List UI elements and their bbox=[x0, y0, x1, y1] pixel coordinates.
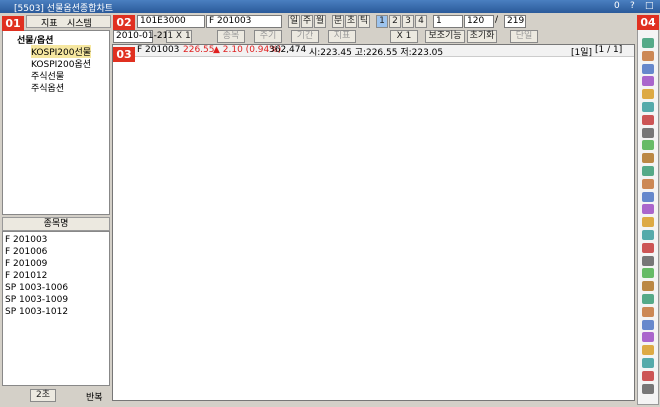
repeat-label: 반복 bbox=[86, 393, 103, 403]
tree: 선물/옵션 KOSPI200선물 KOSPI200옵션 주식선물 주식옵션 bbox=[2, 30, 110, 215]
toolbar-button[interactable]: 보조기능 bbox=[425, 30, 465, 43]
toolbar-button[interactable]: 4 bbox=[415, 15, 427, 28]
toolbar-input[interactable]: F 201003 bbox=[206, 15, 282, 28]
tool-icon[interactable] bbox=[642, 38, 654, 48]
header-text: ▲ 2.10 (0.94%) bbox=[213, 45, 282, 55]
toolbar-button[interactable]: X 1 bbox=[390, 30, 418, 43]
toolbar-button[interactable]: 일 bbox=[288, 15, 300, 28]
header-text: F 201003 bbox=[137, 45, 180, 55]
tool-icon[interactable] bbox=[642, 281, 654, 292]
toolbar-button[interactable]: 기간 bbox=[291, 30, 319, 43]
toolbar-button[interactable]: 주 bbox=[301, 15, 313, 28]
tool-icon[interactable] bbox=[642, 294, 654, 304]
tool-icon[interactable] bbox=[642, 370, 654, 381]
tree-item[interactable]: 주식선물 bbox=[31, 72, 65, 82]
interval-select[interactable]: 2초 bbox=[30, 389, 56, 402]
list-header: 종목명 bbox=[2, 217, 110, 231]
window-button[interactable]: 0 bbox=[614, 1, 620, 11]
tool-icon[interactable] bbox=[642, 89, 654, 100]
tool-icon[interactable] bbox=[642, 178, 654, 189]
window-button[interactable]: ? bbox=[630, 1, 635, 11]
tool-icon[interactable] bbox=[642, 306, 654, 317]
tool-icon[interactable] bbox=[642, 255, 654, 266]
header-text: 226.55 bbox=[183, 45, 215, 55]
list-item[interactable]: SP 1003-1012 bbox=[5, 307, 69, 317]
list-item[interactable]: SP 1003-1009 bbox=[5, 295, 69, 305]
tool-icon[interactable] bbox=[642, 76, 654, 87]
tree-item[interactable]: 주식옵션 bbox=[31, 84, 65, 94]
badge: 01 bbox=[2, 16, 24, 31]
symbol-list: F 201003 F 201006 F 201009 F 201012 SP 1003-… bbox=[2, 231, 110, 386]
toolbar-button[interactable]: 초 bbox=[345, 15, 357, 28]
tool-icon[interactable] bbox=[642, 332, 654, 343]
tool-icon[interactable] bbox=[642, 204, 654, 215]
header-text: [1 / 1] bbox=[595, 45, 623, 55]
tool-icon[interactable] bbox=[642, 268, 654, 279]
separator: / bbox=[495, 15, 499, 25]
toolbar-button[interactable]: 단일 bbox=[510, 30, 538, 43]
tab[interactable]: 지표 bbox=[41, 19, 58, 29]
badge: 04 bbox=[637, 15, 659, 30]
list-item[interactable]: F 201003 bbox=[5, 235, 48, 245]
toolbar-button[interactable]: 월 bbox=[314, 15, 326, 28]
toolbar-input[interactable]: 120 bbox=[464, 15, 494, 28]
tree-item[interactable]: KOSPI200옵션 bbox=[31, 60, 92, 70]
tool-icon[interactable] bbox=[642, 191, 654, 202]
list-item[interactable]: SP 1003-1006 bbox=[5, 283, 69, 293]
toolbar-button[interactable]: 틱 bbox=[358, 15, 370, 28]
tool-icon[interactable] bbox=[642, 140, 654, 151]
badge: 03 bbox=[113, 47, 135, 62]
tool-icon[interactable] bbox=[642, 166, 654, 176]
tool-icon[interactable] bbox=[642, 230, 654, 240]
header-text: 362,474 bbox=[269, 45, 307, 55]
tree-item[interactable]: 선물/옵션 bbox=[17, 36, 54, 46]
tool-icon[interactable] bbox=[642, 50, 654, 61]
badge: 02 bbox=[113, 15, 135, 30]
toolbar-button[interactable]: 3 bbox=[402, 15, 414, 28]
tab[interactable]: 시스템 bbox=[67, 19, 92, 29]
list-item[interactable]: F 201006 bbox=[5, 247, 48, 257]
chart-frame bbox=[112, 44, 635, 401]
tool-icon[interactable] bbox=[642, 63, 654, 74]
list-item[interactable]: F 201009 bbox=[5, 259, 48, 269]
tool-icon[interactable] bbox=[642, 383, 654, 394]
tool-icon[interactable] bbox=[642, 102, 654, 112]
tool-icon[interactable] bbox=[642, 358, 654, 368]
tool-icon[interactable] bbox=[642, 114, 654, 125]
window-title: [5503] 선물옵션종합차트 bbox=[14, 4, 114, 14]
tool-icon[interactable] bbox=[642, 345, 654, 356]
date-input[interactable]: 2010-01-21 bbox=[113, 30, 168, 43]
header-text: [1일] bbox=[571, 48, 593, 58]
toolbar-input[interactable]: 101E3000 bbox=[137, 15, 205, 28]
toolbar-input[interactable]: 1 bbox=[433, 15, 463, 28]
toolbar-button[interactable]: 1 X 1 bbox=[166, 30, 192, 43]
toolbar-button[interactable]: 분 bbox=[332, 15, 344, 28]
toolbar-button[interactable]: 2 bbox=[389, 15, 401, 28]
tool-icon[interactable] bbox=[642, 217, 654, 228]
title-bar: [5503] 선물옵션종합차트 0 ? □ bbox=[0, 0, 660, 14]
right-toolbar bbox=[637, 15, 659, 405]
toolbar-button[interactable]: 종목 bbox=[217, 30, 245, 43]
toolbar-input[interactable]: 219 bbox=[504, 15, 526, 28]
list-item[interactable]: F 201012 bbox=[5, 271, 48, 281]
chart-header: F 201003 226.55 ▲ 2.10 (0.94%) 362,474 시:223… bbox=[113, 45, 634, 58]
tool-icon[interactable] bbox=[642, 127, 654, 138]
tool-icon[interactable] bbox=[642, 242, 654, 253]
left-tabs: 지표 시스템 bbox=[26, 15, 111, 29]
window-button[interactable]: □ bbox=[645, 1, 654, 11]
header-text: 시:223.45 고:226.55 저:223.05 bbox=[309, 48, 444, 58]
tool-icon[interactable] bbox=[642, 153, 654, 164]
tool-icon[interactable] bbox=[642, 319, 654, 330]
toolbar-button[interactable]: 1 bbox=[376, 15, 388, 28]
toolbar-button[interactable]: 주기 bbox=[254, 30, 282, 43]
toolbar-button[interactable]: 초기화 bbox=[467, 30, 497, 43]
toolbar-button[interactable]: 지표 bbox=[328, 30, 356, 43]
tree-item[interactable]: KOSPI200선물 bbox=[31, 45, 92, 58]
